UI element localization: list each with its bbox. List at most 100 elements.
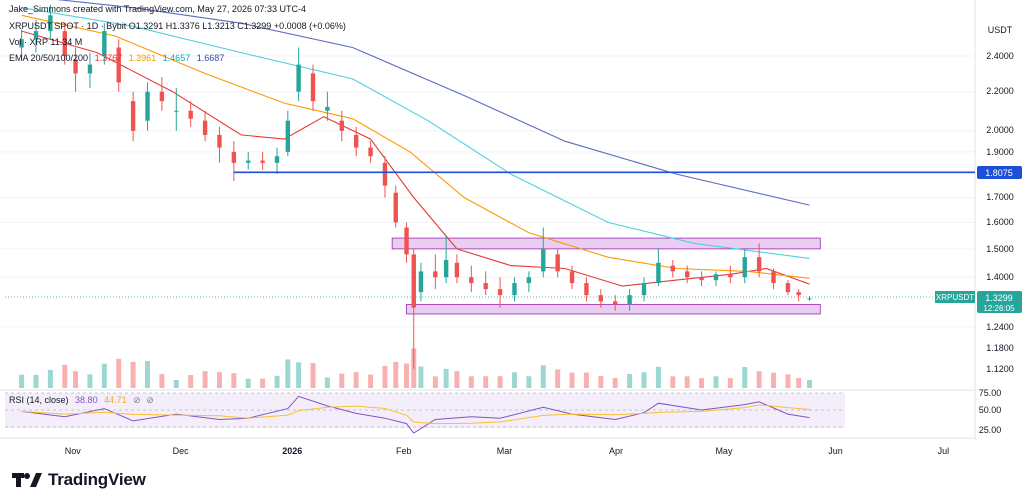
candle-body-43 [598,295,604,302]
candle-body-23 [339,120,344,131]
volume-bar-22 [324,377,330,388]
volume-bar-21 [310,363,316,388]
candle-body-1 [33,31,39,40]
volume-bar-17 [260,378,266,388]
rsi-ma-value: 44.71 [104,395,127,405]
volume-bar-46 [641,372,647,388]
candle-body-58 [807,298,812,300]
volume-legend[interactable]: Vol · XRP 11.34 M [9,37,82,47]
volume-bar-30 [418,366,424,388]
volume-bar-23 [339,373,345,388]
volume-bar-13 [202,371,208,388]
rsi-level-75: 75.00 [979,388,1002,398]
price-label-5: 1.6000 [986,217,1014,227]
brand-name: TradingView [48,470,146,489]
candle-body-55 [771,271,776,284]
volume-bars [19,348,813,388]
candle-body-13 [202,120,208,135]
candle-body-45 [627,295,632,305]
candle-body-35 [483,283,488,290]
time-label-2: 2026 [282,446,302,456]
volume-bar-26 [382,365,388,388]
ema200-value: 1.6687 [197,53,225,63]
candle-body-21 [310,73,316,102]
ema-legend-label: EMA 20/50/100/200 [9,53,88,63]
volume-bar-38 [526,376,532,388]
ema50-value: 1.3961 [129,53,157,63]
volume-bar-25 [368,374,374,388]
volume-bar-55 [771,372,777,388]
support-resistance-zones [391,237,821,315]
symbol-badge-text: XRPUSDT [936,293,974,302]
time-label-4: Mar [497,446,513,456]
volume-bar-14 [216,372,222,388]
candle-body-32 [443,259,449,278]
volume-bar-52 [727,378,733,388]
volume-bar-48 [670,376,676,388]
eye-off-icon-2: ⊘ [146,395,154,405]
volume-bar-10 [159,374,165,388]
volume-bar-58 [807,379,813,388]
candlesticks [19,4,812,369]
price-zone-1[interactable] [406,304,821,315]
price-label-10: 1.1800 [986,343,1014,353]
ema-line-1 [21,14,810,279]
candle-body-15 [231,151,237,163]
candle-body-25 [368,147,373,157]
time-label-7: Jun [828,446,843,456]
eye-off-icon: ⊘ [133,395,141,405]
volume-bar-34 [468,376,474,388]
candle-body-34 [469,277,474,284]
ema100-value: 1.4657 [163,53,191,63]
candle-body-20 [296,64,301,92]
rsi-level-50: 50.00 [979,405,1002,415]
ema-legend[interactable]: EMA 20/50/100/200 1.3767 1.3961 1.4657 1… [9,53,224,63]
volume-bar-6 [101,363,107,388]
symbol-legend[interactable]: XRPUSDT SPOT · 1D · Bybit O1.3291 H1.337… [9,21,346,31]
volume-bar-36 [497,376,503,388]
candle-body-37 [512,283,517,296]
price-zone-0[interactable] [391,237,821,250]
price-label-2: 2.0000 [986,125,1014,135]
volume-bar-31 [432,376,438,388]
candle-body-3 [62,31,67,56]
volume-bar-56 [785,374,791,388]
rsi-level-25: 25.00 [979,425,1002,435]
candle-body-5 [87,64,93,74]
candle-body-40 [555,254,560,272]
candle-body-30 [418,271,424,293]
level-badge-text: 1.8075 [985,168,1013,178]
candle-body-11 [174,110,179,112]
level-badge [977,166,1022,179]
volume-bar-1 [33,374,39,388]
volume-bar-41 [569,372,575,388]
price-axis[interactable]: 2.4000 2.2000 2.0000 1.9000 1.7000 1.6000 1.50… [986,51,1014,374]
candle-body-44 [613,301,618,305]
time-label-6: May [715,446,733,456]
candle-body-24 [353,134,359,148]
countdown-text: 12:26:05 [983,304,1015,313]
candle-body-47 [656,262,661,284]
tradingview-logo[interactable]: TradingView [12,470,146,490]
candle-body-9 [145,91,150,121]
ema-line-2 [21,7,810,259]
symbol-badge [935,291,975,303]
rsi-legend[interactable]: RSI (14, close) 38.80 44.71 ⊘ ⊘ [9,395,154,405]
candle-body-8 [130,101,136,131]
ema-line-3 [56,0,810,206]
time-axis[interactable]: Nov Dec 2026 Feb Mar Apr May Jun Jul [65,446,949,456]
volume-bar-53 [742,367,748,388]
volume-bar-5 [87,374,93,388]
price-label-9: 1.2400 [986,322,1014,332]
volume-bar-50 [699,378,705,388]
candle-body-4 [73,59,78,74]
volume-bar-19 [285,359,291,388]
volume-bar-47 [655,366,661,388]
rsi-line [21,395,810,434]
volume-bar-15 [231,373,237,388]
price-label-4: 1.7000 [986,192,1014,202]
volume-bar-35 [483,376,489,388]
candle-body-26 [382,162,388,186]
trading-chart[interactable]: Jake_Simmons created with TradingView.co… [0,0,1024,462]
candle-body-16 [246,160,251,163]
